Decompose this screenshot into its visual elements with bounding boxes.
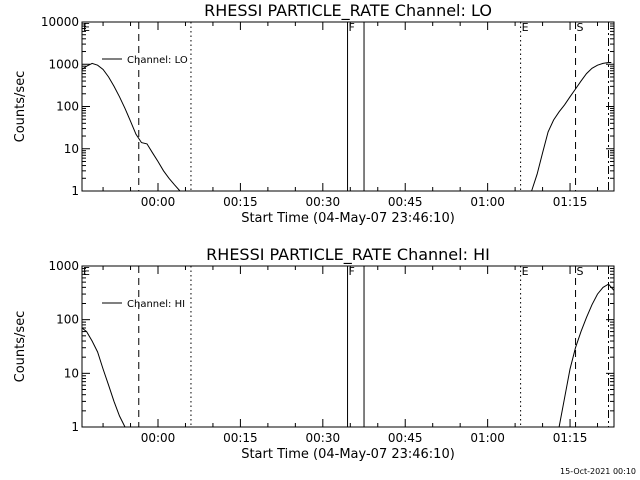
series-line xyxy=(531,62,612,192)
y-tick-label: 1 xyxy=(71,420,79,434)
x-tick-label: 00:45 xyxy=(388,431,423,445)
x-tick-label: 00:00 xyxy=(141,431,176,445)
x-tick-label: 01:00 xyxy=(470,195,505,209)
y-tick-label: 1 xyxy=(71,184,79,198)
chart-panel-1: RHESSI PARTICLE_RATE Channel: HI Start Ti… xyxy=(13,245,615,462)
x-axis-label: Start Time (04-May-07 23:46:10) xyxy=(241,447,455,462)
y-axis-label: Counts/sec xyxy=(13,311,28,383)
annotation-label: F xyxy=(349,21,355,34)
annotation-label: E xyxy=(83,21,90,34)
x-tick-label: 00:30 xyxy=(306,195,341,209)
annotation-label: E xyxy=(522,265,529,278)
chart-title: RHESSI PARTICLE_RATE Channel: LO xyxy=(204,1,492,21)
y-tick-label: 10 xyxy=(64,366,79,380)
annotation-label: E xyxy=(83,265,90,278)
legend-entry: Channel: LO xyxy=(127,55,188,66)
chart-title: RHESSI PARTICLE_RATE Channel: HI xyxy=(206,245,490,265)
y-axis-label: Counts/sec xyxy=(13,71,28,143)
series-line xyxy=(558,283,615,428)
x-tick-label: 00:15 xyxy=(223,431,258,445)
series-line xyxy=(81,62,181,192)
y-tick-label: 100 xyxy=(56,100,79,114)
y-tick-label: 10 xyxy=(64,142,79,156)
annotation-label: S xyxy=(577,21,584,34)
y-tick-label: 1000 xyxy=(48,57,79,71)
x-tick-label: 01:00 xyxy=(470,431,505,445)
x-axis-label: Start Time (04-May-07 23:46:10) xyxy=(241,211,455,226)
x-tick-label: 01:15 xyxy=(553,431,588,445)
annotation-label: E xyxy=(522,21,529,34)
y-tick-label: 100 xyxy=(56,313,79,327)
footer-timestamp: 15-Oct-2021 00:10 xyxy=(560,467,636,476)
x-tick-label: 00:45 xyxy=(388,195,423,209)
series-line xyxy=(81,327,126,428)
y-tick-label: 1000 xyxy=(48,259,79,273)
annotation-label: F xyxy=(349,265,355,278)
x-tick-label: 00:15 xyxy=(223,195,258,209)
chart-panel-0: RHESSI PARTICLE_RATE Channel: LO Start Ti… xyxy=(13,1,615,226)
annotation-label: S xyxy=(577,265,584,278)
legend-entry: Channel: HI xyxy=(127,299,185,310)
x-tick-label: 00:30 xyxy=(306,431,341,445)
x-tick-label: 00:00 xyxy=(141,195,176,209)
y-tick-label: 10000 xyxy=(41,15,79,29)
x-tick-label: 01:15 xyxy=(553,195,588,209)
